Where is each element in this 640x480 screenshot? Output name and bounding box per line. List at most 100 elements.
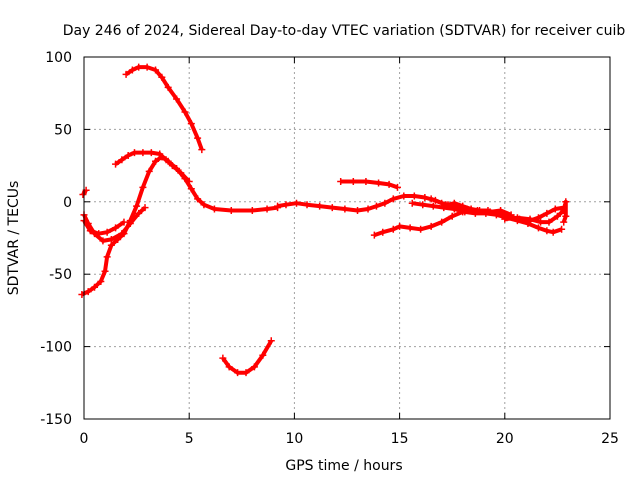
plot-border	[83, 56, 611, 420]
series-pass-11	[411, 201, 563, 235]
data-point	[139, 183, 147, 191]
data-point	[124, 151, 132, 159]
data-point	[145, 167, 153, 175]
data-point	[379, 228, 387, 236]
x-axis-label: GPS time / hours	[285, 458, 402, 474]
data-point	[501, 215, 509, 223]
data-point	[545, 218, 553, 226]
data-point	[400, 192, 408, 200]
data-point	[427, 195, 435, 203]
data-point	[406, 224, 414, 232]
x-tick-label: 0	[80, 431, 89, 447]
y-tick-label: -100	[40, 340, 72, 356]
data-point	[341, 205, 349, 213]
data-point	[385, 180, 393, 188]
data-point	[141, 204, 149, 212]
data-point	[438, 218, 446, 226]
data-point	[181, 108, 189, 116]
data-point	[553, 212, 561, 220]
data-point	[427, 222, 435, 230]
data-point	[200, 201, 208, 209]
data-point	[560, 206, 568, 214]
data-point	[187, 120, 195, 128]
data-point	[99, 237, 107, 245]
series-pass-10	[373, 208, 472, 237]
y-tick-label: -50	[49, 267, 72, 283]
data-point	[558, 225, 566, 233]
data-point	[438, 199, 446, 207]
data-point	[173, 164, 181, 172]
series-pass-7	[221, 339, 274, 375]
x-tick-label: 15	[391, 431, 409, 447]
chart-title: Day 246 of 2024, Sidereal Day-to-day VTE…	[63, 23, 626, 39]
data-point	[562, 198, 570, 206]
y-tick-label: 0	[63, 195, 72, 211]
data-point	[112, 160, 120, 168]
data-point	[526, 215, 534, 223]
y-axis-label: SDTVAR / TECUs	[6, 181, 22, 296]
data-point	[396, 222, 404, 230]
data-point	[225, 363, 233, 371]
data-point	[263, 205, 271, 213]
data-point	[543, 209, 551, 217]
data-point	[444, 201, 452, 209]
data-point	[393, 183, 401, 191]
data-point	[459, 202, 467, 210]
data-point	[497, 206, 505, 214]
data-point	[282, 201, 290, 209]
data-point	[143, 63, 151, 71]
data-point	[135, 209, 143, 217]
data-point	[543, 227, 551, 235]
data-point	[242, 369, 250, 377]
data-point	[362, 178, 370, 186]
data-point	[120, 218, 128, 226]
series-pass-1	[124, 65, 204, 151]
data-point	[112, 224, 120, 232]
data-point	[234, 369, 242, 377]
data-point	[551, 205, 559, 213]
y-tick-label: 100	[45, 50, 72, 66]
data-point	[210, 205, 218, 213]
data-point	[486, 208, 494, 216]
x-tick-label: 5	[185, 431, 194, 447]
data-point	[158, 153, 166, 161]
series-layer	[78, 63, 570, 377]
data-point	[293, 199, 301, 207]
data-point	[173, 95, 181, 103]
data-point	[101, 267, 109, 275]
data-point	[250, 363, 258, 371]
data-point	[128, 66, 136, 74]
data-point	[164, 83, 172, 91]
axis-ticks: 0 5 10 15 20 25 -150 -100 -50 0 50 100	[40, 50, 619, 447]
data-point	[513, 214, 521, 222]
data-point	[461, 208, 469, 216]
data-point	[389, 195, 397, 203]
data-point	[372, 202, 380, 210]
data-point	[248, 206, 256, 214]
data-point	[349, 178, 357, 186]
data-point	[421, 193, 429, 201]
grid	[84, 57, 610, 419]
data-point	[259, 351, 267, 359]
data-point	[364, 205, 372, 213]
data-point	[417, 225, 425, 233]
data-point	[126, 220, 134, 228]
data-point	[419, 201, 427, 209]
data-point	[227, 206, 235, 214]
data-point	[97, 277, 105, 285]
data-point	[328, 204, 336, 212]
data-point	[139, 149, 147, 157]
data-point	[408, 199, 416, 207]
data-point	[152, 157, 160, 165]
data-point	[274, 202, 282, 210]
data-point	[267, 337, 275, 345]
data-point	[118, 156, 126, 164]
data-point	[410, 192, 418, 200]
series-pass-5	[82, 219, 126, 236]
data-point	[524, 220, 532, 228]
data-point	[337, 178, 345, 186]
data-point	[381, 199, 389, 207]
data-point	[375, 179, 383, 187]
data-point	[534, 224, 542, 232]
